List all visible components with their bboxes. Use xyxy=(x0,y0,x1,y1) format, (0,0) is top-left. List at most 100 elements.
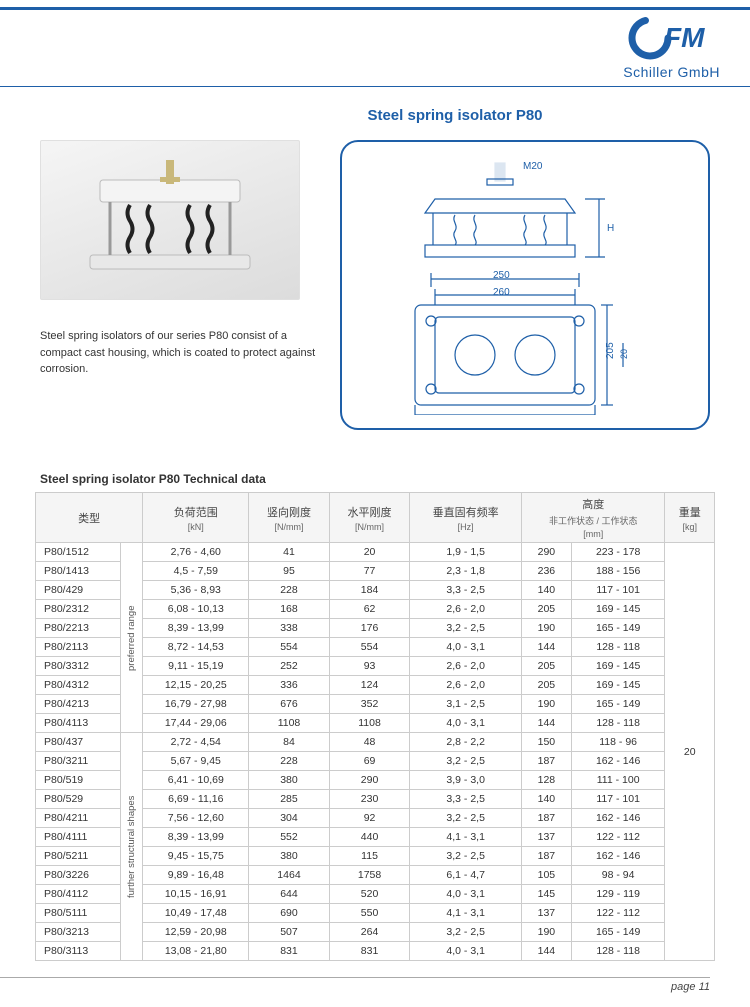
cell-load: 13,08 - 21,80 xyxy=(143,942,249,961)
cell-model: P80/437 xyxy=(36,733,121,752)
cell-height-unloaded: 205 xyxy=(521,676,571,695)
cell-height-unloaded: 150 xyxy=(521,733,571,752)
cell-model: P80/4111 xyxy=(36,828,121,847)
cell-hstiff: 440 xyxy=(329,828,410,847)
cell-height-unloaded: 190 xyxy=(521,923,571,942)
dim-topw: 260 xyxy=(493,287,510,298)
title-row: Steel spring isolator P80 xyxy=(0,107,750,124)
cell-freq: 4,0 - 3,1 xyxy=(410,885,522,904)
cell-height-unloaded: 187 xyxy=(521,847,571,866)
cell-hstiff: 124 xyxy=(329,676,410,695)
cell-height-unloaded: 187 xyxy=(521,752,571,771)
th-type: 类型 xyxy=(36,493,143,543)
cell-hstiff: 520 xyxy=(329,885,410,904)
cell-height-loaded: 117 - 101 xyxy=(571,581,665,600)
cell-hstiff: 1758 xyxy=(329,866,410,885)
cell-freq: 3,1 - 2,5 xyxy=(410,695,522,714)
cell-height-unloaded: 190 xyxy=(521,695,571,714)
cell-vstiff: 336 xyxy=(249,676,330,695)
cell-load: 8,39 - 13,99 xyxy=(143,828,249,847)
cell-height-loaded: 122 - 112 xyxy=(571,904,665,923)
th-load: 负荷范围[kN] xyxy=(143,493,249,543)
cell-height-loaded: 98 - 94 xyxy=(571,866,665,885)
table-row: P80/1512preferred range2,76 - 4,60 41 20… xyxy=(36,543,715,562)
cell-model: P80/3226 xyxy=(36,866,121,885)
cell-vstiff: 304 xyxy=(249,809,330,828)
cell-model: P80/529 xyxy=(36,790,121,809)
product-photo xyxy=(40,140,300,300)
cell-model: P80/429 xyxy=(36,581,121,600)
dim-pitch: 250 xyxy=(493,270,510,281)
cell-vstiff: 41 xyxy=(249,543,330,562)
cell-model: P80/4113 xyxy=(36,714,121,733)
cell-load: 16,79 - 27,98 xyxy=(143,695,249,714)
cell-height-unloaded: 140 xyxy=(521,581,571,600)
cell-model: P80/1413 xyxy=(36,562,121,581)
page-number: page 11 xyxy=(671,981,710,993)
cell-vstiff: 554 xyxy=(249,638,330,657)
cell-hstiff: 184 xyxy=(329,581,410,600)
cell-freq: 2,8 - 2,2 xyxy=(410,733,522,752)
cell-load: 9,89 - 16,48 xyxy=(143,866,249,885)
cell-freq: 2,6 - 2,0 xyxy=(410,676,522,695)
cell-height-unloaded: 137 xyxy=(521,904,571,923)
cell-height-loaded: 128 - 118 xyxy=(571,942,665,961)
technical-data-table: 类型 负荷范围[kN] 竖向刚度[N/mm] 水平刚度[N/mm] 垂直固有频率… xyxy=(35,492,715,961)
cell-height-unloaded: 236 xyxy=(521,562,571,581)
cell-height-loaded: 122 - 112 xyxy=(571,828,665,847)
top-border xyxy=(0,0,750,10)
cell-freq: 3,2 - 2,5 xyxy=(410,847,522,866)
cell-height-loaded: 128 - 118 xyxy=(571,638,665,657)
cell-freq: 3,2 - 2,5 xyxy=(410,809,522,828)
cell-hstiff: 69 xyxy=(329,752,410,771)
th-freq: 垂直固有频率[Hz] xyxy=(410,493,522,543)
cell-hstiff: 77 xyxy=(329,562,410,581)
cell-hstiff: 554 xyxy=(329,638,410,657)
cell-hstiff: 352 xyxy=(329,695,410,714)
group-further: further structural shapes xyxy=(120,733,143,961)
cell-vstiff: 285 xyxy=(249,790,330,809)
cell-load: 12,59 - 20,98 xyxy=(143,923,249,942)
cell-model: P80/1512 xyxy=(36,543,121,562)
cell-freq: 3,2 - 2,5 xyxy=(410,923,522,942)
cell-load: 17,44 - 29,06 xyxy=(143,714,249,733)
product-description: Steel spring isolators of our series P80… xyxy=(40,328,320,378)
dim-slot: 20 xyxy=(619,349,629,359)
cell-vstiff: 507 xyxy=(249,923,330,942)
cell-load: 6,69 - 11,16 xyxy=(143,790,249,809)
cell-height-unloaded: 290 xyxy=(521,543,571,562)
cell-freq: 3,3 - 2,5 xyxy=(410,790,522,809)
cell-height-loaded: 129 - 119 xyxy=(571,885,665,904)
cell-height-loaded: 118 - 96 xyxy=(571,733,665,752)
cell-model: P80/5211 xyxy=(36,847,121,866)
dim-depth: 205 xyxy=(605,342,616,359)
cell-vstiff: 228 xyxy=(249,581,330,600)
cell-height-loaded: 128 - 118 xyxy=(571,714,665,733)
cell-hstiff: 1108 xyxy=(329,714,410,733)
cell-model: P80/3213 xyxy=(36,923,121,942)
cell-height-unloaded: 190 xyxy=(521,619,571,638)
cell-load: 10,15 - 16,91 xyxy=(143,885,249,904)
table-title: Steel spring isolator P80 Technical data xyxy=(40,472,750,486)
cell-load: 4,5 - 7,59 xyxy=(143,562,249,581)
cell-height-loaded: 169 - 145 xyxy=(571,676,665,695)
cell-load: 9,11 - 15,19 xyxy=(143,657,249,676)
cell-height-loaded: 169 - 145 xyxy=(571,600,665,619)
cell-height-loaded: 165 - 149 xyxy=(571,695,665,714)
technical-drawing: M20 H xyxy=(340,140,710,430)
cell-vstiff: 252 xyxy=(249,657,330,676)
cell-freq: 4,1 - 3,1 xyxy=(410,828,522,847)
cell-freq: 4,0 - 3,1 xyxy=(410,638,522,657)
cell-model: P80/5111 xyxy=(36,904,121,923)
cell-load: 5,36 - 8,93 xyxy=(143,581,249,600)
cell-vstiff: 644 xyxy=(249,885,330,904)
cell-hstiff: 115 xyxy=(329,847,410,866)
cell-freq: 4,0 - 3,1 xyxy=(410,714,522,733)
cell-hstiff: 48 xyxy=(329,733,410,752)
cell-height-loaded: 169 - 145 xyxy=(571,657,665,676)
cell-model: P80/2213 xyxy=(36,619,121,638)
th-height: 高度非工作状态 / 工作状态[mm] xyxy=(521,493,664,543)
cell-model: P80/4211 xyxy=(36,809,121,828)
cell-model: P80/2312 xyxy=(36,600,121,619)
cell-load: 2,76 - 4,60 xyxy=(143,543,249,562)
